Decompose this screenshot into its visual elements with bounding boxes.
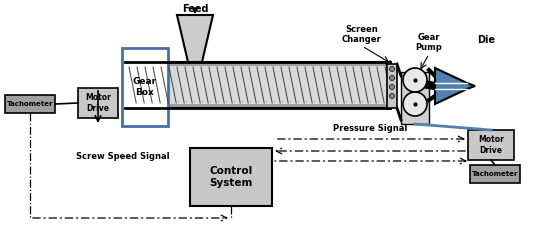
Text: Feed: Feed xyxy=(182,4,208,14)
Bar xyxy=(401,72,429,124)
Text: Gear
Box: Gear Box xyxy=(133,77,157,97)
Circle shape xyxy=(389,84,394,89)
Bar xyxy=(5,95,55,113)
Circle shape xyxy=(389,76,394,80)
Bar xyxy=(78,88,118,118)
Polygon shape xyxy=(177,15,213,62)
Bar xyxy=(122,48,168,126)
Bar xyxy=(470,165,520,183)
Text: Control
System: Control System xyxy=(209,166,253,188)
Text: Screen
Changer: Screen Changer xyxy=(342,25,382,44)
Bar xyxy=(127,66,388,104)
Bar xyxy=(468,130,514,160)
Text: Motor
Drive: Motor Drive xyxy=(85,93,111,113)
Circle shape xyxy=(389,93,394,99)
Bar xyxy=(125,62,390,108)
Circle shape xyxy=(403,92,427,116)
Bar xyxy=(190,148,272,206)
Text: Gear
Pump: Gear Pump xyxy=(416,33,443,52)
Text: Die: Die xyxy=(477,35,495,45)
Circle shape xyxy=(389,67,394,72)
Text: Tachometer: Tachometer xyxy=(472,171,518,177)
Text: Pressure Signal: Pressure Signal xyxy=(333,124,407,133)
Text: Tachometer: Tachometer xyxy=(7,101,53,107)
Text: Screw Speed Signal: Screw Speed Signal xyxy=(76,152,170,161)
Circle shape xyxy=(403,68,427,92)
Polygon shape xyxy=(435,68,475,104)
Bar xyxy=(387,64,397,108)
Text: Motor
Drive: Motor Drive xyxy=(478,135,504,155)
